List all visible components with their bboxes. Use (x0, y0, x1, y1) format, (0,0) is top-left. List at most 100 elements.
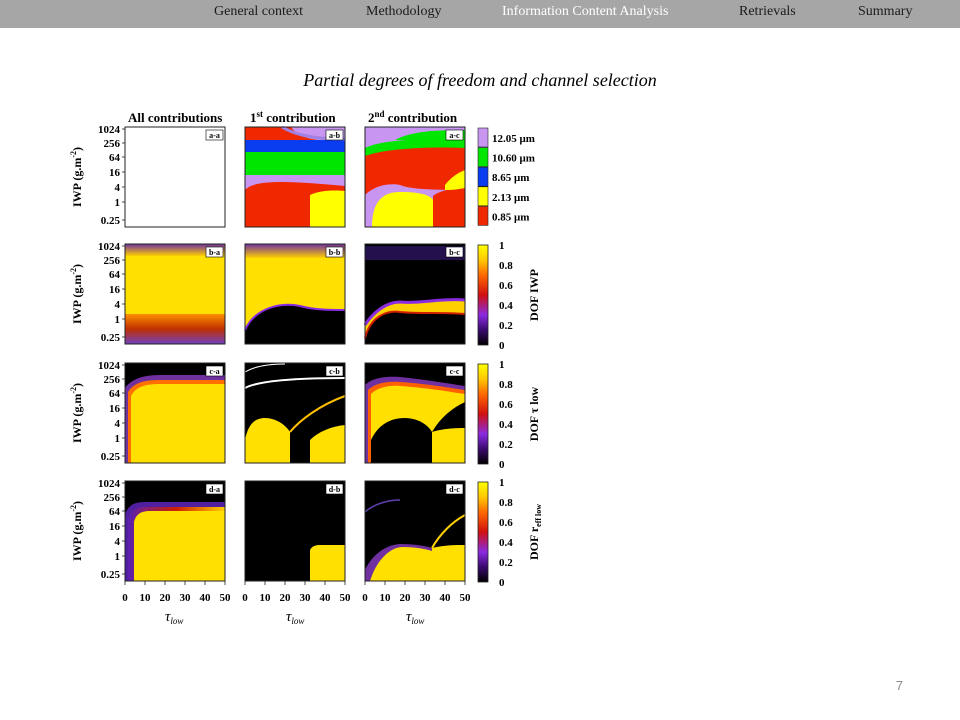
colorbar-tick-label: 0.4 (499, 300, 513, 312)
panel-tag-c-b: c-b (329, 367, 340, 376)
panel-tag-a-b: a-b (329, 131, 341, 140)
colorbar-tick-label: 0.4 (499, 419, 513, 431)
colorbar-tick-label: 0.6 (499, 280, 513, 292)
x-tick-label: 40 (320, 592, 332, 604)
colorbar-title-b: DOF IWP (527, 269, 541, 321)
panel-d-c (364, 481, 466, 581)
panel-tag-c-a: c-a (209, 367, 219, 376)
column-title-first: 1st contribution (250, 109, 336, 125)
panel-tag-d-a: d-a (209, 485, 220, 494)
panel-a-b (245, 125, 346, 227)
panel-a-a (125, 127, 225, 227)
x-tick-label: 50 (460, 592, 472, 604)
y-tick-label: 1024 (98, 478, 121, 490)
colorbar-tick-label: 0 (499, 340, 505, 352)
nav-general-context[interactable]: General context (214, 4, 304, 19)
y-axis-label-b: IWP (g.m-2) (69, 264, 84, 324)
panel-b-a (125, 244, 225, 344)
colorbar-title-d: DOF reff low (527, 504, 543, 560)
x-tick-label: 50 (220, 592, 232, 604)
y-tick-label: 256 (104, 492, 121, 504)
colorbar-d (477, 481, 489, 583)
colorbar-title-c: DOF τ low (527, 386, 541, 441)
nav-summary[interactable]: Summary (858, 4, 913, 19)
y-tick-label: 1024 (98, 360, 121, 372)
y-tick-label: 64 (109, 388, 121, 400)
nav-information-content-analysis[interactable]: Information Content Analysis (502, 4, 669, 19)
legend-swatch (477, 127, 489, 148)
y-tick-label: 1 (115, 433, 121, 445)
panel-frames (124, 126, 466, 582)
colorbar-tick-label: 0.2 (499, 439, 513, 451)
legend-label: 12.05 μm (492, 133, 535, 145)
colorbar-tick-label: 0.6 (499, 517, 513, 529)
y-tick-label: 16 (109, 167, 121, 179)
dof-figure-svg: All contributions 1st contribution 2nd c… (69, 109, 543, 626)
y-tick-label: 256 (104, 138, 121, 150)
colorbar-titles: DOF IWP DOF τ low DOF reff low (527, 269, 543, 560)
panel-c-c (365, 363, 465, 463)
y-tick-label: 16 (109, 521, 121, 533)
y-tick-label: 256 (104, 374, 121, 386)
legend-swatch (477, 147, 489, 167)
x-tick-label: 40 (200, 592, 212, 604)
x-axis-labels: τlow τlow τlow (165, 609, 424, 626)
y-tick-label: 0.25 (101, 569, 121, 581)
colorbar-tick-label: 0.8 (499, 497, 513, 509)
y-tick-label: 4 (115, 418, 121, 430)
y-axis-label-d: IWP (g.m-2) (69, 501, 84, 561)
y-tick-label: 1 (115, 551, 121, 563)
y-tick-label: 1024 (98, 124, 121, 136)
y-tick-label: 4 (115, 536, 121, 548)
y-axis-label-c: IWP (g.m-2) (69, 383, 84, 443)
y-tick-label: 64 (109, 506, 121, 518)
panel-tag-d-c: d-c (449, 485, 460, 494)
y-tick-label: 4 (115, 182, 121, 194)
colorbar-tick-label: 0.8 (499, 379, 513, 391)
legend-swatch (477, 186, 489, 207)
y-tick-label: 1024 (98, 241, 121, 253)
y-tick-label: 0.25 (101, 451, 121, 463)
x-tick-label: 50 (340, 592, 352, 604)
colorbar-c (477, 363, 489, 465)
colorbar-tick-label: 0.4 (499, 537, 513, 549)
panel-tag-b-c: b-c (449, 248, 460, 257)
y-tick-label: 1 (115, 314, 121, 326)
channel-legend: 12.05 μm 10.60 μm 8.65 μm 2.13 μm 0.85 μm (477, 127, 535, 226)
column-title-second: 2nd contribution (368, 109, 458, 125)
y-tick-label: 64 (109, 269, 121, 281)
x-tick-label: 40 (440, 592, 452, 604)
x-tick-label: 10 (260, 592, 272, 604)
colorbar-tick-label: 0.2 (499, 557, 513, 569)
colorbar-tick-label: 0.8 (499, 260, 513, 272)
x-axis-label-1: τlow (165, 609, 183, 626)
panel-d-a (125, 481, 225, 581)
panel-d-b (245, 481, 345, 581)
panel-tag-d-b: d-b (329, 485, 341, 494)
nav-retrievals[interactable]: Retrievals (739, 4, 796, 19)
colorbar-tick-label: 0 (499, 577, 505, 589)
dof-figure: All contributions 1st contribution 2nd c… (55, 100, 560, 630)
legend-label: 8.65 μm (492, 172, 529, 184)
colorbar-tick-label: 1 (499, 359, 505, 371)
colorbar-tick-label: 0 (499, 459, 505, 471)
y-tick-label: 0.25 (101, 332, 121, 344)
x-axis-label-2: τlow (286, 609, 304, 626)
y-tick-label: 16 (109, 284, 121, 296)
panel-tag-a-c: a-c (449, 131, 460, 140)
colorbar-tick-label: 1 (499, 240, 505, 252)
colorbar-tick-label: 1 (499, 477, 505, 489)
colorbar-tick-label: 0.6 (499, 399, 513, 411)
x-axis-label-3: τlow (406, 609, 424, 626)
column-title-all: All contributions (128, 110, 222, 125)
y-axes: 10242566416410.2510242566416410.25102425… (98, 124, 125, 581)
y-tick-label: 16 (109, 403, 121, 415)
x-tick-label: 0 (122, 592, 128, 604)
legend-label: 10.60 μm (492, 153, 535, 165)
nav-methodology[interactable]: Methodology (366, 4, 442, 19)
legend-swatch (477, 206, 489, 226)
x-tick-label: 30 (300, 592, 312, 604)
legend-swatch (477, 166, 489, 187)
panel-c-b (244, 363, 346, 463)
x-tick-label: 10 (140, 592, 152, 604)
